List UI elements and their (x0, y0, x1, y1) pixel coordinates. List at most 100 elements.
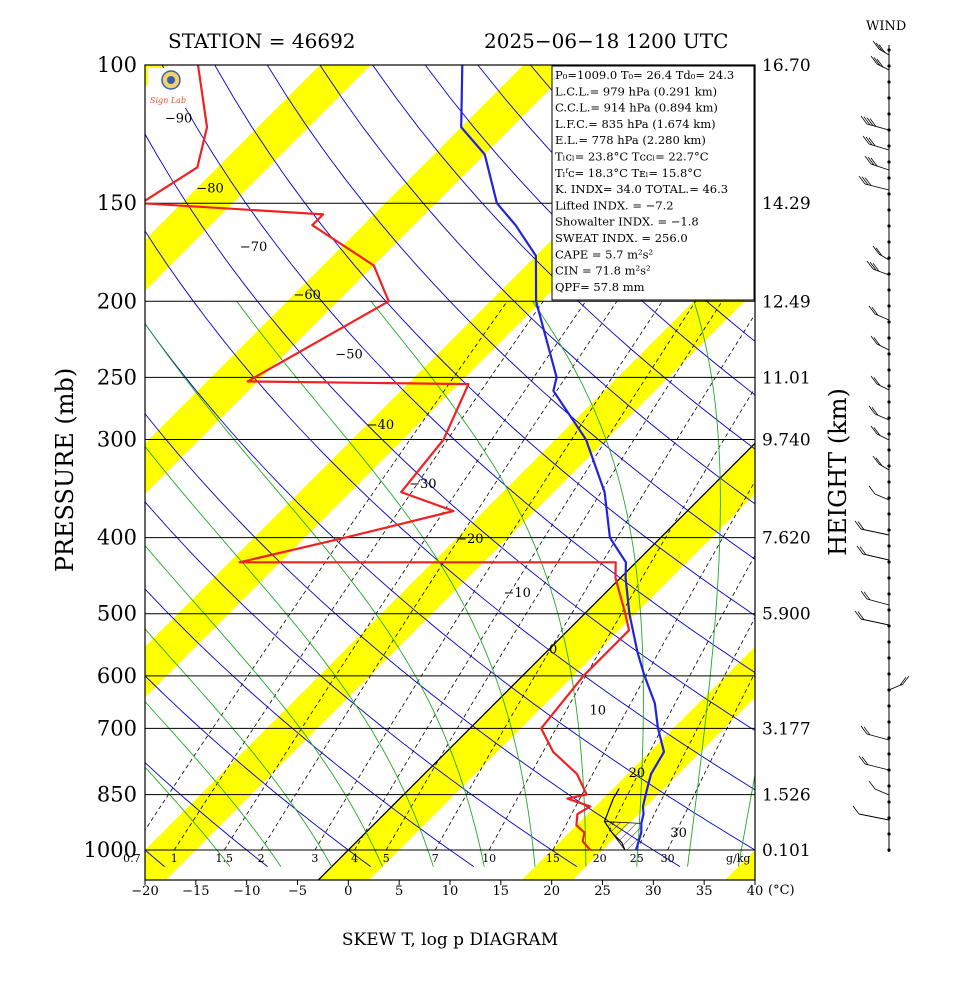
wind-level-dot (887, 848, 890, 851)
wind-level-dot (887, 304, 890, 307)
temperature-tick-label: 30 (645, 884, 662, 899)
wind-barb-feather (853, 806, 859, 814)
wind-level-dot (887, 384, 890, 387)
pressure-tick-label: 400 (97, 526, 137, 550)
temperature-tick-label: −20 (131, 884, 158, 899)
pressure-tick-label: 100 (97, 53, 137, 77)
wind-level-dot (887, 160, 890, 163)
isotherm-label: 20 (629, 766, 646, 781)
wind-barb (865, 184, 889, 190)
pressure-tick-label: 500 (97, 602, 137, 626)
wind-level-dot (887, 672, 890, 675)
wind-level-dot (887, 48, 890, 51)
dry-adiabat (794, 65, 960, 867)
datetime-label: 2025−06−18 1200 UTC (484, 29, 728, 53)
wind-level-dot (887, 432, 890, 435)
wind-barb (877, 344, 889, 350)
moist-adiabat (237, 301, 535, 866)
height-tick-label: 1.526 (762, 786, 811, 806)
mixing-ratio-label: 30 (661, 852, 675, 865)
wind-level-dot (887, 528, 890, 531)
mixing-ratio-label: 25 (630, 852, 644, 865)
footer-title: SKEW T, log p DIAGRAM (342, 930, 558, 950)
index-line: Lifted INDX. = −7.2 (555, 198, 674, 212)
wind-barb (875, 494, 889, 500)
wind-level-dot (887, 816, 890, 819)
height-tick-label: 0.101 (762, 841, 811, 861)
moist-adiabat (688, 301, 721, 866)
wind-level-dot (887, 576, 890, 579)
wind-label: WIND (866, 19, 906, 34)
wind-barb (889, 684, 903, 690)
wind-level-dot (887, 512, 890, 515)
wind-barb (875, 414, 889, 420)
temperature-tick-label: 5 (395, 884, 403, 899)
wind-level-dot (887, 208, 890, 211)
height-tick-label: 14.29 (762, 194, 811, 214)
pressure-tick-label: 850 (97, 783, 137, 807)
isotherm-label: −70 (240, 240, 267, 255)
wind-level-dot (887, 752, 890, 755)
wind-level-dot (887, 272, 890, 275)
station-label: STATION = 46692 (168, 29, 356, 53)
index-line: SWEAT INDX. = 256.0 (555, 231, 688, 245)
wind-barb (879, 254, 889, 260)
wind-level-dot (887, 608, 890, 611)
wind-level-dot (887, 592, 890, 595)
wind-barb (879, 464, 889, 470)
wind-level-dot (887, 720, 890, 723)
wind-level-dot (887, 192, 890, 195)
wind-level-dot (887, 176, 890, 179)
temperature-tick-label: 40 (747, 884, 764, 899)
pressure-tick-label: 300 (97, 428, 137, 452)
wind-level-dot (887, 448, 890, 451)
isotherm-label: 10 (590, 704, 607, 719)
wind-barbs (853, 41, 909, 852)
wind-barb (867, 599, 889, 605)
index-line: CIN = 71.8 m²s² (555, 264, 651, 278)
dry-adiabat (846, 65, 960, 867)
temperature-tick-label: 10 (442, 884, 459, 899)
height-tick-label: 3.177 (762, 719, 811, 739)
isotherm-label: −20 (456, 532, 483, 547)
logo-text: Sign Lab (150, 96, 186, 105)
mixing-ratio-label: 10 (482, 852, 496, 865)
pressure-axis-title: PRESSURE (mb) (51, 368, 79, 573)
temperature-tick-label: 0 (344, 884, 352, 899)
wind-level-dot (887, 288, 890, 291)
isotherm-label: −80 (196, 182, 223, 197)
wind-barb-feather (869, 781, 875, 789)
index-line: K. INDX= 34.0 TOTAL.= 46.3 (555, 182, 728, 196)
wind-level-dot (887, 144, 890, 147)
height-tick-label: 11.01 (762, 368, 811, 388)
wind-level-dot (887, 352, 890, 355)
temperature-bands (0, 45, 960, 900)
mixing-ratio-label: 4 (351, 852, 358, 865)
height-tick-label: 12.49 (762, 292, 811, 312)
wind-barb (875, 314, 889, 320)
isotherm-label: −50 (335, 348, 362, 363)
height-axis: 16.7014.2912.4911.019.7407.6205.9003.177… (762, 56, 811, 861)
height-tick-label: 16.70 (762, 56, 811, 76)
pressure-tick-label: 200 (97, 289, 137, 313)
isotherm-label: −10 (504, 586, 531, 601)
mixing-ratio-label: 15 (546, 852, 560, 865)
index-line: E.L.= 778 hPa (2.280 km) (555, 133, 706, 147)
wind-barb (865, 764, 889, 770)
dry-adiabat (0, 65, 165, 867)
temperature-tick-label: 15 (493, 884, 510, 899)
isotherm-label: −30 (409, 477, 436, 492)
index-line: L.C.L.= 979 hPa (0.291 km) (555, 84, 717, 98)
wind-barb (877, 434, 889, 440)
isotherm-label: −90 (165, 111, 192, 126)
wind-level-dot (887, 368, 890, 371)
height-axis-title: HEIGHT (km) (824, 388, 852, 556)
wind-barb (867, 734, 889, 740)
wind-barb (863, 554, 889, 560)
wind-level-dot (887, 464, 890, 467)
wind-barb (875, 789, 889, 795)
wind-level-dot (887, 400, 890, 403)
wind-level-dot (887, 640, 890, 643)
wind-level-dot (887, 704, 890, 707)
